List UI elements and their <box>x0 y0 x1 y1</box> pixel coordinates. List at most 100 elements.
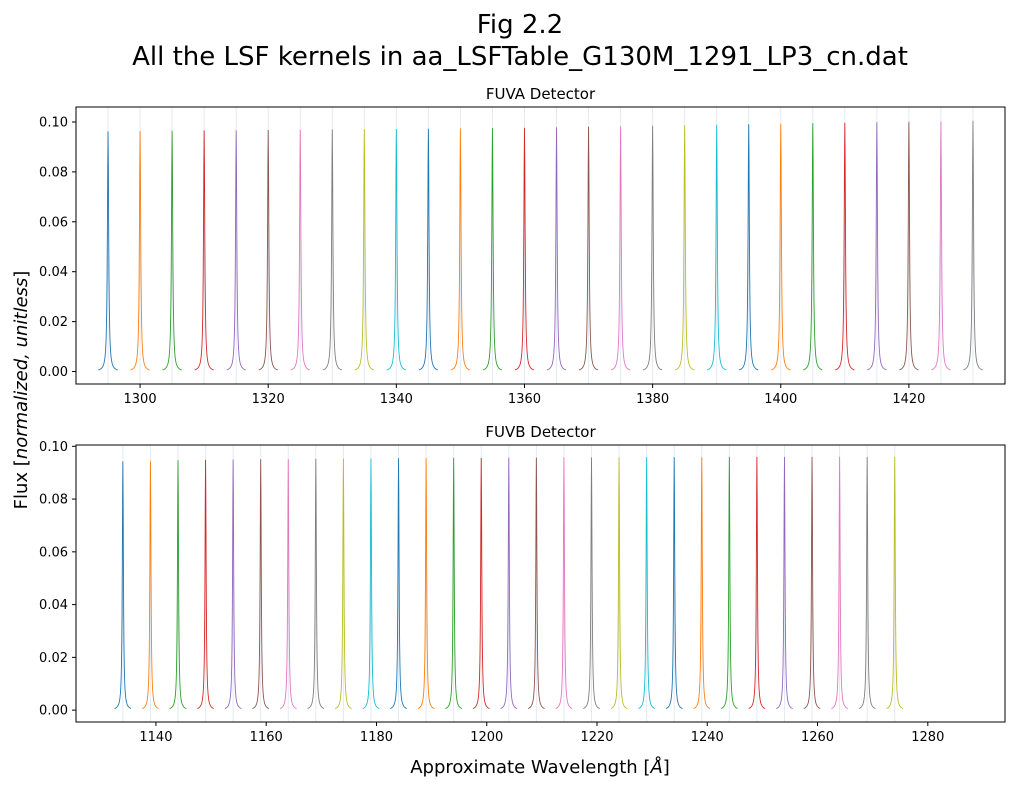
lsf-kernel-line <box>418 128 439 371</box>
lsf-kernel-line <box>290 129 310 371</box>
x-tick-label: 1160 <box>250 730 283 745</box>
lsf-kernel-line <box>693 457 711 709</box>
lsf-kernel-line <box>583 457 600 709</box>
lsf-kernel-line <box>114 461 132 709</box>
lsf-kernel-line <box>162 130 182 371</box>
y-axis-label-suffix: ] <box>11 271 32 278</box>
lsf-kernel-line <box>899 121 919 371</box>
x-tick-label: 1200 <box>470 730 503 745</box>
y-axis-label: Flux [normalized, unitless] <box>11 271 32 510</box>
lsf-kernel-line <box>674 125 695 371</box>
lsf-kernel-line <box>141 460 159 709</box>
panel-title: FUVA Detector <box>486 85 596 103</box>
x-tick-label: 1260 <box>801 730 834 745</box>
x-tick-label: 1280 <box>911 730 944 745</box>
lsf-kernel-line <box>578 126 599 371</box>
lsf-kernel-line <box>555 457 573 709</box>
lsf-kernel-line <box>362 458 380 709</box>
lsf-kernel-line <box>738 124 759 371</box>
lsf-kernel-line <box>706 124 727 371</box>
y-axis-label-prefix: Flux [ <box>11 459 32 509</box>
lsf-kernel-line <box>417 458 435 709</box>
x-axis-label-prefix: Approximate Wavelength [ <box>410 757 650 778</box>
lsf-kernel-line <box>226 130 246 371</box>
y-tick-label: 0.06 <box>39 545 68 560</box>
y-tick-label: 0.04 <box>39 598 68 613</box>
x-tick-label: 1340 <box>380 392 413 407</box>
lsf-kernel-line <box>445 457 463 709</box>
figure-title-line1: Fig 2.2 <box>477 10 563 40</box>
x-axis-label-suffix: ] <box>663 757 670 778</box>
y-tick-label: 0.08 <box>39 165 68 180</box>
lsf-kernel-line <box>130 130 150 371</box>
lsf-kernel-line <box>194 130 214 371</box>
lsf-kernel-line <box>831 456 849 709</box>
x-axis-label-unit: Å <box>649 756 662 778</box>
x-tick-label: 1240 <box>691 730 724 745</box>
y-tick-label: 0.10 <box>39 440 68 455</box>
lsf-kernel-line <box>642 125 663 371</box>
y-axis-label-italic: normalized, unitless <box>11 278 32 460</box>
lsf-kernel-line <box>322 129 343 371</box>
lsf-kernel-line <box>354 129 375 371</box>
lsf-kernel-line <box>98 131 118 371</box>
fuvb-detector-panel: FUVB Detector 1140 1160 1180 1200 1220 1240 126… <box>39 423 1006 745</box>
lsf-kernel-line <box>665 457 683 709</box>
y-tick-label: 0.02 <box>39 651 68 666</box>
y-tick-label: 0.06 <box>39 215 68 230</box>
axes-frame <box>75 444 1006 723</box>
lsf-kernel-line <box>472 457 490 709</box>
lsf-kernel-line <box>610 457 628 709</box>
lsf-kernel-line <box>610 126 631 371</box>
lsf-kernel-line <box>748 456 766 709</box>
lsf-kernel-line <box>307 458 325 709</box>
lsf-kernel-line <box>386 128 407 371</box>
lsf-kernel-line <box>638 457 656 709</box>
lsf-kernel-line <box>835 122 855 371</box>
x-tick-label: 1400 <box>764 392 797 407</box>
lsf-kernel-line <box>252 459 270 709</box>
lsf-kernel-line <box>771 123 791 371</box>
lsf-kernel-line <box>527 457 545 709</box>
lsf-kernel-line <box>197 459 214 709</box>
panel-title: FUVB Detector <box>485 423 596 441</box>
y-tick-label: 0.00 <box>39 365 68 380</box>
y-tick-label: 0.08 <box>39 493 68 508</box>
x-tick-label: 1380 <box>636 392 669 407</box>
lsf-kernel-line <box>224 459 242 709</box>
lsf-kernel-line <box>963 120 983 371</box>
lsf-kernel-line <box>803 123 823 371</box>
lsf-kernel-line <box>514 127 535 371</box>
lsf-kernel-line <box>482 127 503 371</box>
lsf-kernel-line <box>169 460 187 709</box>
lsf-kernel-line <box>931 121 951 371</box>
x-tick-label: 1320 <box>252 392 285 407</box>
x-tick-label: 1420 <box>892 392 925 407</box>
lsf-kernel-line <box>858 456 876 709</box>
x-tick-label: 1300 <box>124 392 157 407</box>
y-tick-label: 0.02 <box>39 315 68 330</box>
lsf-kernel-line <box>776 456 793 709</box>
lsf-kernel-line <box>500 457 518 709</box>
y-tick-label: 0.00 <box>39 704 68 719</box>
lsf-kernel-line <box>450 128 471 371</box>
lsf-kernel-line <box>546 127 567 371</box>
x-axis-label: Approximate Wavelength [Å] <box>410 756 670 778</box>
y-tick-label: 0.04 <box>39 265 68 280</box>
lsf-kernel-line <box>886 456 904 709</box>
lsf-kernel-line <box>258 129 278 371</box>
axes-frame <box>75 106 1006 385</box>
x-tick-label: 1140 <box>139 730 172 745</box>
lsf-kernel-line <box>279 458 297 709</box>
x-tick-label: 1360 <box>508 392 541 407</box>
figure-title-line2: All the LSF kernels in aa_LSFTable_G130M… <box>132 42 908 72</box>
fuva-detector-panel: FUVA Detector 1300 1320 1340 1360 1380 1400 142… <box>39 85 1006 407</box>
lsf-kernel-line <box>803 456 821 709</box>
y-tick-label: 0.10 <box>39 115 68 130</box>
x-tick-label: 1180 <box>360 730 393 745</box>
lsf-kernel-line <box>390 458 407 709</box>
lsf-kernel-line <box>720 456 738 709</box>
lsf-kernel-line <box>867 122 887 371</box>
lsf-kernel-line <box>334 458 352 709</box>
